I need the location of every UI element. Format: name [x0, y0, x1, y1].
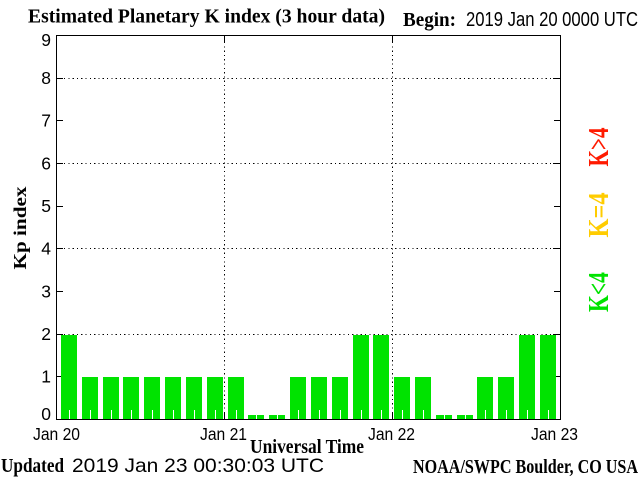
svg-text:3: 3 [41, 281, 51, 301]
svg-text:Kp index: Kp index [10, 187, 30, 270]
svg-text:9: 9 [41, 30, 51, 50]
svg-text:Jan 22: Jan 22 [368, 424, 415, 444]
svg-text:8: 8 [41, 68, 51, 88]
svg-text:7: 7 [41, 111, 51, 131]
svg-text:Universal Time: Universal Time [250, 436, 364, 458]
svg-text:Jan 20: Jan 20 [33, 424, 80, 444]
svg-text:1: 1 [41, 367, 51, 387]
svg-text:K<4: K<4 [584, 272, 615, 312]
svg-text:Jan 23: Jan 23 [531, 424, 578, 444]
svg-text:Updated: Updated [1, 455, 64, 477]
svg-text:K=4: K=4 [584, 193, 615, 238]
svg-text:5: 5 [41, 196, 51, 216]
svg-text:NOAA/SWPC Boulder, CO USA: NOAA/SWPC Boulder, CO USA [413, 456, 638, 478]
svg-text:Begin:: Begin: [403, 9, 456, 31]
svg-text:2019 Jan 20 0000 UTC: 2019 Jan 20 0000 UTC [466, 8, 638, 31]
svg-text:Estimated Planetary K index (3: Estimated Planetary K index (3 hour data… [28, 6, 385, 28]
svg-text:Jan 21: Jan 21 [200, 424, 247, 444]
svg-text:6: 6 [41, 153, 51, 173]
svg-text:K>4: K>4 [584, 128, 615, 167]
svg-text:4: 4 [41, 239, 51, 259]
svg-text:0: 0 [41, 404, 51, 424]
svg-text:2019 Jan 23 00:30:03 UTC: 2019 Jan 23 00:30:03 UTC [72, 455, 324, 477]
svg-text:2: 2 [41, 324, 51, 344]
